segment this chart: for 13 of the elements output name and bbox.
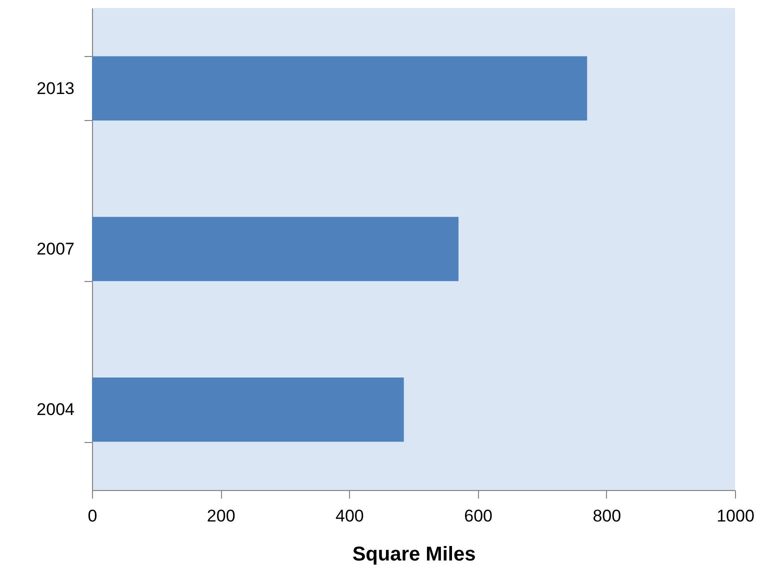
bar — [92, 56, 588, 120]
x-tick-label: 200 — [206, 506, 236, 526]
x-tick-label: 0 — [88, 506, 98, 526]
x-tick-label: 1000 — [716, 506, 754, 526]
x-tick-label: 600 — [464, 506, 492, 526]
bar — [92, 216, 459, 282]
x-axis-title: Square Miles — [352, 544, 476, 566]
x-tick-label: 400 — [336, 506, 364, 526]
y-tick-label: 2007 — [36, 240, 74, 258]
bar — [92, 378, 404, 442]
y-tick-label: 2004 — [36, 400, 74, 420]
x-tick-label: 800 — [592, 506, 622, 526]
y-tick-label: 2013 — [36, 78, 74, 98]
